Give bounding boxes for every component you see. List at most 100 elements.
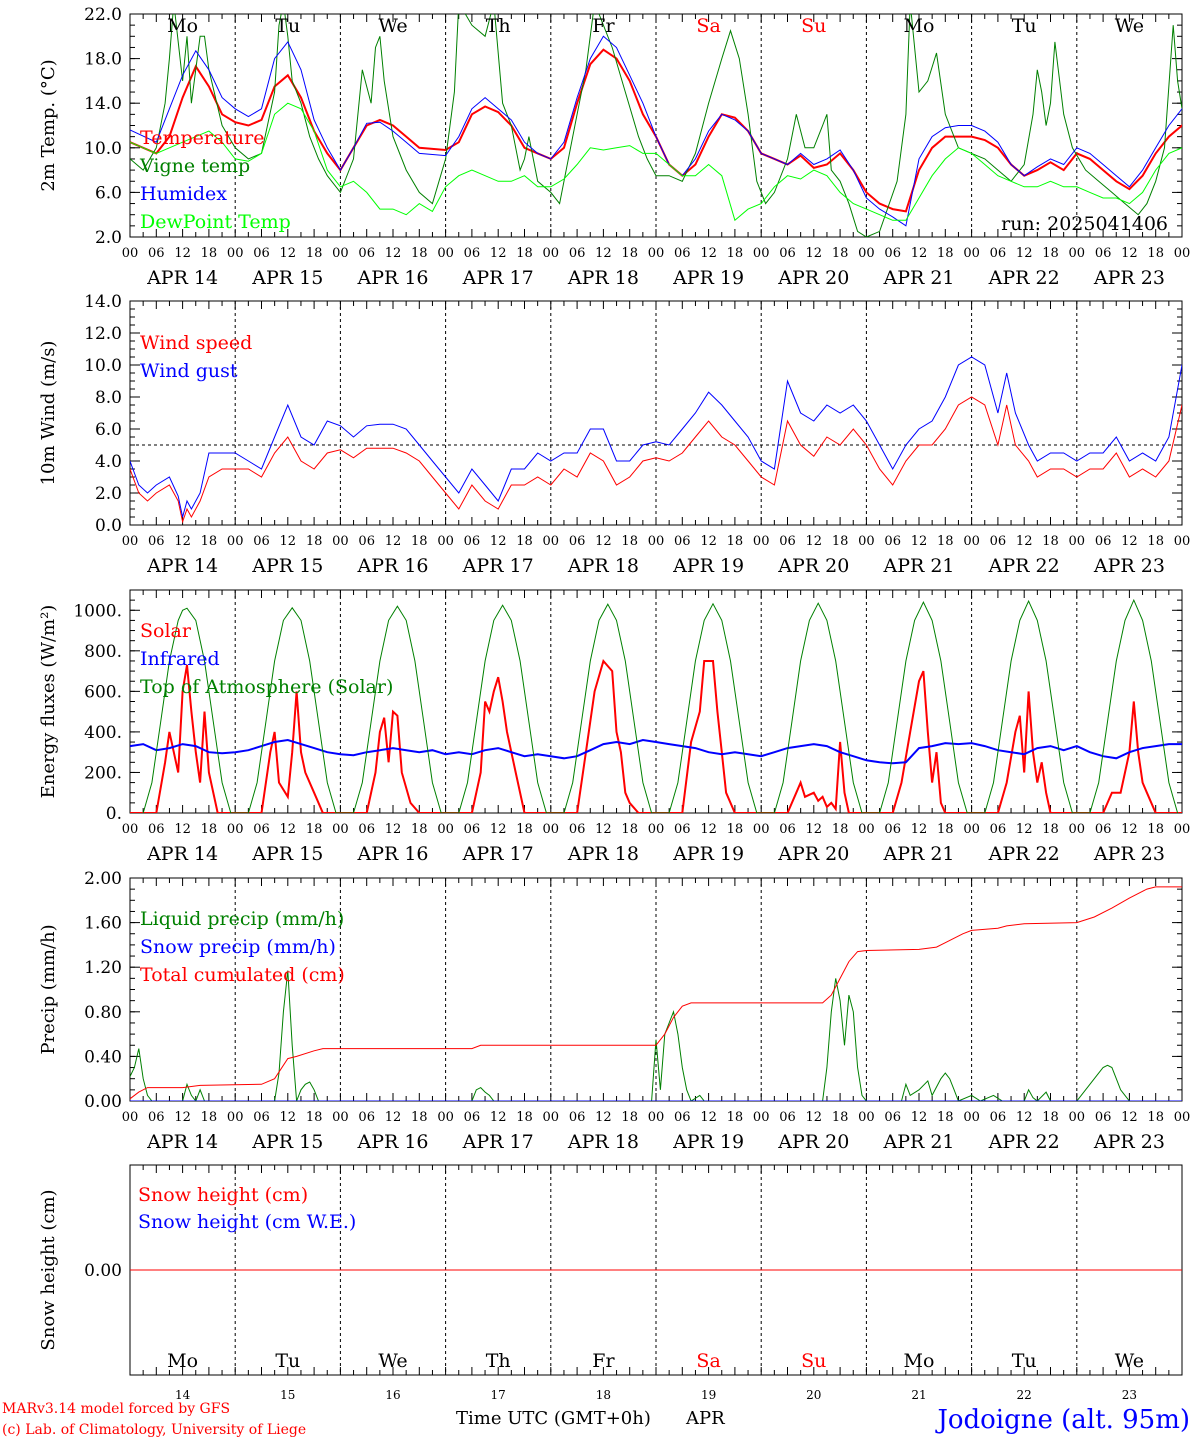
x-hour-label: 18: [621, 246, 638, 261]
weekday-label: We: [378, 15, 407, 37]
x-day-label: APR 19: [672, 843, 744, 865]
x-hour-label: 12: [385, 822, 402, 837]
x-hour-label: 12: [280, 246, 297, 261]
x-hour-label: 12: [595, 246, 612, 261]
x-hour-label: 18: [937, 246, 954, 261]
x-hour-label: 00: [227, 534, 244, 549]
x-hour-label: 00: [1069, 534, 1086, 549]
x-day-label: APR 20: [777, 1131, 849, 1153]
x-day-label: APR 21: [882, 843, 954, 865]
x-hour-label: 00: [437, 1110, 454, 1125]
x-hour-label: 12: [806, 1110, 823, 1125]
plot-frame: [129, 589, 1183, 814]
series-line-liquid-precip-mm-h-: [130, 970, 1130, 1101]
x-hour-label: 00: [122, 822, 139, 837]
x-hour-label: 12: [700, 534, 717, 549]
x-hour-label: 06: [884, 246, 901, 261]
x-hour-label: 00: [122, 534, 139, 549]
x-hour-label: 12: [1016, 1110, 1033, 1125]
x-hour-label: 12: [1016, 246, 1033, 261]
x-day-label: APR 19: [672, 1131, 744, 1153]
x-hour-label: 00: [122, 246, 139, 261]
weekday-label: Tu: [1012, 1350, 1037, 1372]
x-day-label: APR 17: [462, 1131, 534, 1153]
x-hour-label: 06: [990, 246, 1007, 261]
x-hour-label: 06: [1095, 534, 1112, 549]
x-hour-label: 00: [332, 822, 349, 837]
x-hour-label: 06: [884, 822, 901, 837]
day-number-label: 22: [1017, 1388, 1032, 1402]
x-day-label: APR 15: [251, 843, 323, 865]
series-line-wind-speed: [130, 396, 1182, 524]
x-hour-label: 00: [753, 1110, 770, 1125]
plot-frame: [129, 13, 1183, 238]
y-axis-label: Precip (mm/h): [38, 924, 59, 1054]
x-axis-month: APR: [685, 1408, 725, 1429]
x-hour-label: 18: [832, 1110, 849, 1125]
x-day-label: APR 20: [777, 555, 849, 577]
x-day-label: APR 21: [882, 267, 954, 289]
x-hour-label: 18: [516, 822, 533, 837]
day-number-label: 21: [911, 1388, 926, 1402]
x-hour-label: 06: [1095, 246, 1112, 261]
day-number-label: 15: [280, 1388, 295, 1402]
x-hour-label: 06: [990, 822, 1007, 837]
x-hour-label: 18: [727, 822, 744, 837]
x-day-label: APR 22: [988, 267, 1060, 289]
x-day-label: APR 14: [146, 267, 218, 289]
y-tick-label: 14.0: [84, 94, 122, 114]
x-hour-label: 18: [411, 246, 428, 261]
x-day-label: APR 19: [672, 555, 744, 577]
series-line-total-cumulated-cm-: [130, 886, 1182, 1100]
x-hour-label: 06: [990, 1110, 1007, 1125]
x-hour-label: 18: [937, 822, 954, 837]
x-hour-label: 12: [490, 246, 507, 261]
x-hour-label: 12: [911, 534, 928, 549]
series-line-humidex: [130, 35, 1182, 227]
x-hour-label: 00: [227, 822, 244, 837]
x-hour-label: 12: [806, 534, 823, 549]
x-hour-label: 00: [332, 246, 349, 261]
x-day-label: APR 23: [1093, 555, 1165, 577]
x-hour-label: 18: [1147, 822, 1164, 837]
x-hour-label: 12: [595, 822, 612, 837]
x-day-label: APR 23: [1093, 267, 1165, 289]
legend-entry: Infrared: [140, 648, 220, 670]
legend-entry: Solar: [140, 620, 192, 642]
x-hour-label: 12: [1016, 534, 1033, 549]
x-hour-label: 06: [569, 534, 586, 549]
y-tick-label: 8.0: [95, 388, 122, 408]
x-hour-label: 06: [990, 534, 1007, 549]
x-day-label: APR 22: [988, 1131, 1060, 1153]
x-day-label: APR 17: [462, 843, 534, 865]
day-number-label: 16: [385, 1388, 400, 1402]
legend-entry: Snow height (cm W.E.): [138, 1211, 356, 1233]
plot-frame: [129, 300, 1183, 526]
x-hour-label: 18: [727, 534, 744, 549]
x-hour-label: 06: [253, 246, 270, 261]
y-tick-label: 18.0: [84, 50, 122, 70]
x-hour-label: 12: [1121, 822, 1138, 837]
x-hour-label: 18: [1147, 246, 1164, 261]
x-day-label: APR 23: [1093, 843, 1165, 865]
x-hour-label: 00: [1174, 534, 1191, 549]
x-hour-label: 12: [1016, 822, 1033, 837]
x-day-label: APR 21: [882, 1131, 954, 1153]
y-tick-label: 1.20: [84, 958, 122, 978]
x-hour-label: 18: [937, 534, 954, 549]
x-hour-label: 18: [516, 534, 533, 549]
legend-entry: Temperature: [140, 127, 264, 149]
x-hour-label: 12: [595, 534, 612, 549]
model-credit-line2: (c) Lab. of Climatology, University of L…: [2, 1422, 306, 1438]
x-hour-label: 00: [648, 822, 665, 837]
x-hour-label: 18: [201, 534, 218, 549]
weekday-label: We: [1115, 1350, 1144, 1372]
y-axis-label: Snow height (cm): [38, 1189, 59, 1350]
x-hour-label: 00: [858, 1110, 875, 1125]
legend-entry: DewPoint Temp: [140, 211, 291, 233]
x-hour-label: 06: [884, 1110, 901, 1125]
x-hour-label: 00: [437, 822, 454, 837]
x-day-label: APR 19: [672, 267, 744, 289]
x-hour-label: 18: [201, 1110, 218, 1125]
x-hour-label: 12: [280, 534, 297, 549]
